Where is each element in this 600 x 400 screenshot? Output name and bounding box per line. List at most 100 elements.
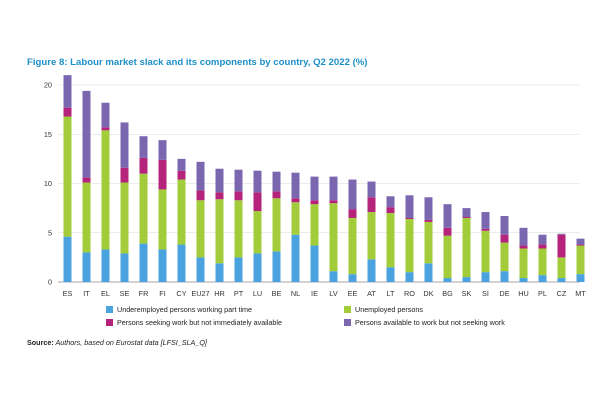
bar-SI-series-3 bbox=[481, 212, 490, 229]
bar-SK-series-3 bbox=[462, 208, 471, 217]
bar-FI-series-3 bbox=[158, 140, 167, 160]
bar-PL-series-0 bbox=[538, 275, 547, 282]
bar-IE-series-1 bbox=[310, 204, 319, 246]
bars bbox=[63, 75, 585, 282]
bar-FI-series-1 bbox=[158, 189, 167, 250]
bar-FR-series-3 bbox=[139, 136, 148, 158]
legend-swatch-seeking-not-available bbox=[106, 319, 113, 326]
bar-IT-series-1 bbox=[82, 182, 91, 253]
x-tick-label-MT: MT bbox=[575, 289, 586, 298]
legend-label-unemployed: Unemployed persons bbox=[355, 305, 423, 314]
bar-SI-series-1 bbox=[481, 230, 490, 273]
chart-title: Figure 8: Labour market slack and its co… bbox=[27, 57, 368, 68]
legend-item-seeking-not-available: Persons seeking work but not immediately… bbox=[106, 318, 282, 327]
x-tick-label-DE: DE bbox=[499, 289, 509, 298]
y-tick-label: 0 bbox=[48, 278, 52, 287]
x-tick-label-IT: IT bbox=[83, 289, 90, 298]
y-tick-label: 10 bbox=[44, 179, 52, 188]
x-tick-label-IE: IE bbox=[311, 289, 318, 298]
bar-EU27-series-1 bbox=[196, 200, 205, 258]
bar-PT-series-2 bbox=[234, 191, 243, 201]
legend-label-available-not-seeking: Persons available to work but not seekin… bbox=[355, 318, 505, 327]
legend-swatch-available-not-seeking bbox=[344, 319, 351, 326]
bar-EU27-series-3 bbox=[196, 161, 205, 191]
bar-BE-series-1 bbox=[272, 198, 281, 252]
x-tick-label-SE: SE bbox=[120, 289, 130, 298]
bar-SK-series-0 bbox=[462, 277, 471, 282]
bar-BG-series-2 bbox=[443, 227, 452, 236]
bar-RO-series-3 bbox=[405, 195, 414, 218]
bar-AT-series-3 bbox=[367, 181, 376, 198]
legend-item-underemployed: Underemployed persons working part time bbox=[106, 305, 252, 314]
x-tick-label-DK: DK bbox=[423, 289, 433, 298]
y-tick-label: 20 bbox=[44, 81, 52, 90]
bar-FI-series-2 bbox=[158, 159, 167, 190]
bar-HU-series-1 bbox=[519, 248, 528, 279]
x-tick-label-EL: EL bbox=[101, 289, 110, 298]
bar-NL-series-2 bbox=[291, 198, 300, 203]
x-tick-label-CY: CY bbox=[176, 289, 186, 298]
bar-BE-series-3 bbox=[272, 171, 281, 192]
bar-DK-series-1 bbox=[424, 221, 433, 264]
x-tick-label-ES: ES bbox=[63, 289, 73, 298]
x-axis: ES IT EL SE FR FI CY EU27 HR PT LU BE NL IE LV EE AT LT RO… bbox=[63, 289, 587, 298]
bar-BG-series-0 bbox=[443, 278, 452, 282]
y-tick-label: 5 bbox=[48, 228, 52, 237]
x-tick-label-EE: EE bbox=[348, 289, 358, 298]
bar-LT-series-1 bbox=[386, 213, 395, 268]
bar-BE-series-0 bbox=[272, 251, 281, 282]
bar-AT-series-1 bbox=[367, 212, 376, 260]
bar-PT-series-0 bbox=[234, 257, 243, 282]
bar-IE-series-0 bbox=[310, 245, 319, 282]
bar-HU-series-2 bbox=[519, 245, 528, 249]
x-tick-label-EU27: EU27 bbox=[191, 289, 209, 298]
bar-PT-series-3 bbox=[234, 169, 243, 192]
x-tick-label-LU: LU bbox=[253, 289, 262, 298]
bar-DE-series-3 bbox=[500, 216, 509, 235]
bar-BG-series-3 bbox=[443, 204, 452, 228]
bar-ES-series-1 bbox=[63, 116, 72, 237]
x-tick-label-BG: BG bbox=[442, 289, 453, 298]
bar-HR-series-0 bbox=[215, 263, 224, 282]
x-tick-label-HU: HU bbox=[518, 289, 529, 298]
bar-DK-series-0 bbox=[424, 263, 433, 282]
bar-SE-series-0 bbox=[120, 253, 129, 282]
bar-SE-series-1 bbox=[120, 182, 129, 254]
x-tick-label-LT: LT bbox=[387, 289, 396, 298]
bar-CY-series-3 bbox=[177, 158, 186, 171]
bar-ES-series-3 bbox=[63, 75, 72, 108]
bar-CY-series-1 bbox=[177, 179, 186, 245]
bar-HU-series-0 bbox=[519, 278, 528, 282]
bar-FR-series-0 bbox=[139, 243, 148, 282]
bar-EL-series-3 bbox=[101, 102, 110, 128]
bar-EE-series-0 bbox=[348, 274, 357, 282]
x-tick-label-PT: PT bbox=[234, 289, 244, 298]
bar-FR-series-2 bbox=[139, 157, 148, 174]
bar-LT-series-0 bbox=[386, 267, 395, 282]
bar-CZ-series-1 bbox=[557, 257, 566, 279]
bar-LU-series-2 bbox=[253, 192, 262, 212]
bar-CZ-series-3 bbox=[557, 233, 566, 235]
bar-SE-series-2 bbox=[120, 167, 129, 183]
bar-EE-series-1 bbox=[348, 217, 357, 275]
x-tick-label-AT: AT bbox=[367, 289, 376, 298]
bar-RO-series-2 bbox=[405, 217, 414, 219]
bar-CZ-series-2 bbox=[557, 234, 566, 258]
bar-IT-series-3 bbox=[82, 90, 91, 178]
x-tick-label-HR: HR bbox=[214, 289, 225, 298]
bar-LV-series-0 bbox=[329, 271, 338, 282]
legend-swatch-underemployed bbox=[106, 306, 113, 313]
bar-CZ-series-0 bbox=[557, 278, 566, 282]
bar-HR-series-3 bbox=[215, 168, 224, 193]
bar-EE-series-3 bbox=[348, 179, 357, 210]
bar-AT-series-0 bbox=[367, 259, 376, 282]
bar-MT-series-0 bbox=[576, 274, 585, 282]
bar-LV-series-1 bbox=[329, 203, 338, 272]
legend-swatch-unemployed bbox=[344, 306, 351, 313]
bar-IT-series-0 bbox=[82, 252, 91, 282]
bar-LV-series-2 bbox=[329, 200, 338, 204]
x-tick-label-LV: LV bbox=[329, 289, 338, 298]
bar-CY-series-2 bbox=[177, 170, 186, 180]
bar-ES-series-0 bbox=[63, 236, 72, 282]
bar-LU-series-3 bbox=[253, 170, 262, 193]
